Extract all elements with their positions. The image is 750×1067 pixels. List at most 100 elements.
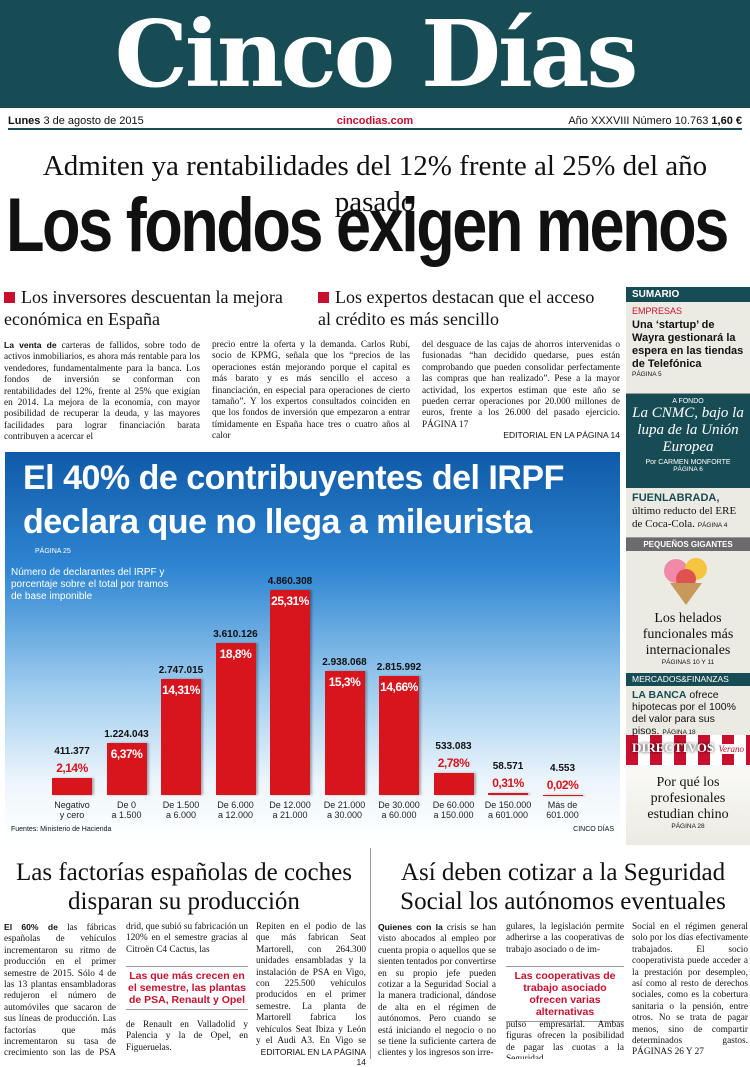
bar-count-label: 4.553: [528, 763, 598, 774]
item-text: La CNMC, bajo la lupa de la Unión Europe…: [632, 405, 744, 456]
category-label: De 12.000 a 21.000: [260, 800, 320, 820]
item-text: Los helados funcionales más internaciona…: [626, 611, 750, 659]
body-text: gulares, la legislación permite adherirs…: [506, 922, 624, 955]
body-text: pulso empresarial. Ambas figuras ofrecen…: [506, 1020, 624, 1059]
sidebar-item[interactable]: PEQUEÑOS GIGANTES Los helados funcionale…: [626, 538, 750, 673]
section: PEQUEÑOS GIGANTES: [626, 538, 750, 551]
page-ref: PÁGINA 18: [662, 729, 695, 736]
price: 1,60 €: [711, 115, 742, 127]
body-column: de Renault en Valladolid y Palencia y la…: [126, 1020, 248, 1059]
sidebar-item[interactable]: EMPRESAS Una ‘startup’ de Wayra gestiona…: [626, 302, 750, 394]
category-label: De 1.500 a 6.000: [151, 800, 211, 820]
subhead: Los inversores descuentan la mejora econ…: [4, 286, 294, 330]
byline: Por CARMEN MONFORTE: [632, 459, 744, 466]
item-lead: LA BANCA: [632, 689, 686, 701]
item-text: Una ‘startup’ de Wayra gestionará la esp…: [632, 319, 744, 371]
story-headline: Las factorías españolas de coches dispar…: [4, 858, 364, 916]
body-text: carteras de fallidos, sobre todo de acti…: [4, 341, 200, 440]
body-column: Social en el régimen general solo por lo…: [632, 922, 748, 1059]
bar-percent-label: 6,37%: [92, 747, 162, 761]
section: EMPRESAS: [632, 306, 744, 316]
body-text: las fábricas españolas de vehículos incr…: [4, 923, 116, 1059]
bar-count-label: 2.815.992: [364, 662, 434, 673]
bar-percent-label: 14,31%: [146, 683, 216, 697]
lede: La venta de: [4, 340, 57, 350]
category-label: De 60.000 a 150.000: [424, 800, 484, 820]
edition-info: Año XXXVIII Número 10.763 1,60 €: [568, 112, 742, 130]
highlight: Las que más crecen en el semestre, las p…: [126, 966, 248, 1010]
sidebar-header: SUMARIO: [626, 287, 750, 302]
category-label: De 21.000 a 30.000: [315, 800, 375, 820]
page-ref: PÁGINA 6: [632, 466, 744, 473]
chart-subtitle: Número de declarantes del IRPF y porcent…: [11, 567, 171, 603]
sidebar: SUMARIO EMPRESAS Una ‘startup’ de Wayra …: [626, 287, 750, 842]
bar-percent-label: 18,8%: [201, 647, 271, 661]
body-text: de Renault en Valladolid y Palencia y la…: [126, 1020, 248, 1053]
body-column: pulso empresarial. Ambas figuras ofrecen…: [506, 1020, 624, 1059]
chart: El 40% de contribuyentes del IRPF declar…: [5, 452, 620, 842]
bar: [216, 643, 256, 795]
category-label: Más de 601.000: [533, 800, 593, 820]
sidebar-item[interactable]: A FONDO La CNMC, bajo la lupa de la Unió…: [626, 394, 750, 488]
body-column: del desguace de las cajas de ahorros int…: [422, 340, 620, 430]
bar-percent-label: 0,02%: [528, 778, 598, 792]
story-headline: Así deben cotizar a la Seguridad Social …: [378, 858, 748, 916]
body-text: Social en el régimen general solo por lo…: [632, 922, 748, 1057]
reference: EDITORIAL EN LA PÁGINA 14: [422, 430, 620, 440]
lede: Quienes con la: [378, 922, 443, 932]
chart-credit: CINCO DÍAS: [573, 826, 614, 833]
body-text: drid, que subió su fabricación un 120% e…: [126, 922, 248, 955]
dateline: Lunes 3 de agosto de 2015 cincodias.com …: [8, 112, 742, 130]
chart-page: PÁGINA 25: [35, 548, 71, 555]
chart-source: Fuentes: Ministerio de Hacienda: [11, 826, 111, 833]
body-text: del desguace de las cajas de ahorros int…: [422, 340, 620, 430]
subhead-text: Los expertos destacan que el acceso al c…: [318, 287, 594, 329]
category-label: De 150.000 a 601.000: [478, 800, 538, 820]
lede: El 60% de: [4, 922, 58, 932]
page-ref: PÁGINA 5: [632, 371, 744, 378]
bar-count-label: 1.224.043: [92, 729, 162, 740]
section: A FONDO: [632, 398, 744, 405]
highlight: Las cooperativas de trabajo asociado ofr…: [506, 966, 624, 1022]
page-ref: PÁGINA 4: [698, 522, 728, 529]
bar-count-label: 4.860.308: [255, 576, 325, 587]
body-column: precio entre la oferta y la demanda. Car…: [212, 340, 410, 440]
body-column: La venta de carteras de fallidos, sobre …: [4, 340, 200, 440]
section: DIRECTIVOS: [632, 740, 714, 755]
masthead: Cinco Días: [0, 0, 750, 108]
body-column: drid, que subió su fabricación un 120% e…: [126, 922, 248, 962]
sidebar-item[interactable]: MERCADOS&FINANZAS LA BANCA ofrece hipote…: [626, 673, 750, 735]
sidebar-item[interactable]: DIRECTIVOS Verano Por qué los profesiona…: [626, 735, 750, 845]
bar: [434, 773, 474, 795]
body-text: crisis se han visto abocados al empleo p…: [378, 923, 496, 1058]
subhead-text: Los inversores descuentan la mejora econ…: [4, 287, 283, 329]
bar-count-label: 533.083: [419, 741, 489, 752]
body-column: Repiten en el podio de las que más fabri…: [256, 922, 366, 1047]
bar-percent-label: 14,66%: [364, 680, 434, 694]
body-text: precio entre la oferta y la demanda. Car…: [212, 340, 410, 440]
item-lead: FUENLABRADA,: [632, 492, 719, 504]
body-column: Quienes con la crisis se han visto aboca…: [378, 922, 496, 1059]
edition: Año XXXVIII Número 10.763: [568, 115, 708, 127]
bar-percent-label: 25,31%: [255, 594, 325, 608]
body-text: Repiten en el podio de las que más fabri…: [256, 922, 366, 1047]
sidebar-item[interactable]: FUENLABRADA, último reducto del ERE de C…: [626, 488, 750, 538]
section: MERCADOS&FINANZAS: [626, 673, 750, 686]
category-label: Negativo y cero: [42, 800, 102, 820]
bar: [52, 778, 92, 795]
headline: Los fondos exigen menos: [6, 186, 750, 266]
bar-count-label: 3.610.126: [201, 629, 271, 640]
bar: [325, 671, 365, 795]
category-label: De 30.000 a 60.000: [369, 800, 429, 820]
subhead: Los expertos destacan que el acceso al c…: [318, 286, 608, 330]
category-label: De 6.000 a 12.000: [206, 800, 266, 820]
body-column: gulares, la legislación permite adherirs…: [506, 922, 624, 962]
category-label: De 0 a 1.500: [97, 800, 157, 820]
divider: [370, 848, 371, 1059]
reference: EDITORIAL EN LA PÁGINA 14: [256, 1047, 366, 1067]
chart-title: El 40% de contribuyentes del IRPF declar…: [23, 456, 613, 544]
bar: [270, 590, 310, 795]
bar-percent-label: 2,14%: [37, 761, 107, 775]
item-text: Por qué los profesionales estudian chino: [626, 775, 750, 823]
